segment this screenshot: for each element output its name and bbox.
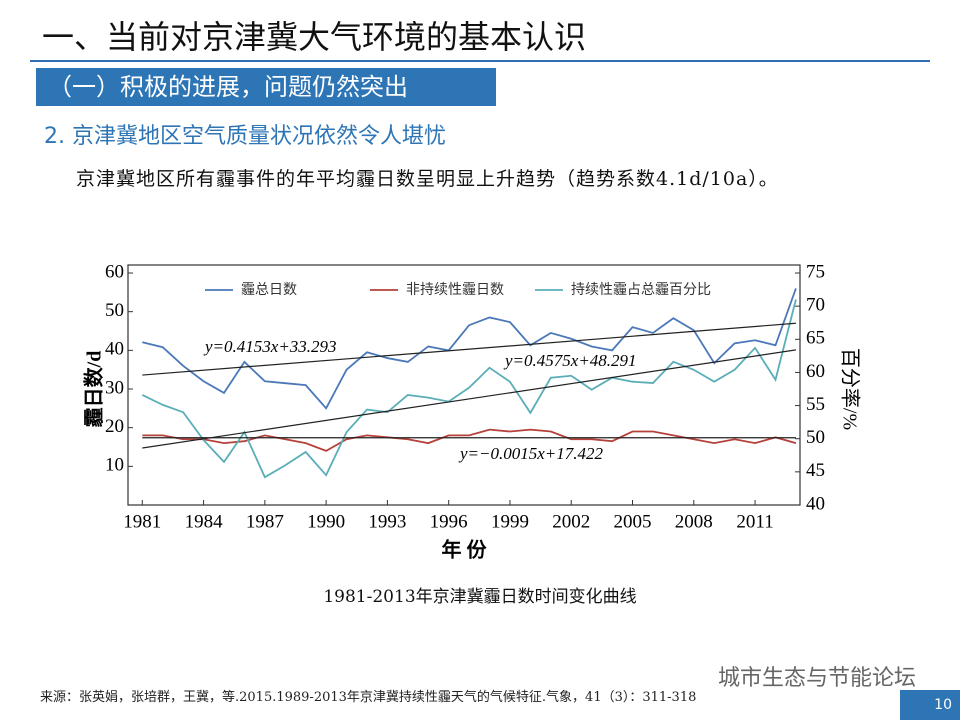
trend-label: y=0.4575x+48.291	[503, 351, 637, 370]
x-tick-label: 1999	[491, 511, 529, 532]
x-tick-label: 2005	[614, 511, 652, 532]
x-tick-label: 1987	[246, 511, 284, 532]
series-line	[142, 288, 797, 410]
y-tick-label: 30	[105, 377, 124, 398]
y2-tick-label: 50	[806, 427, 825, 448]
y2-tick-label: 55	[806, 394, 825, 415]
x-axis-label: 年 份	[442, 538, 488, 562]
legend-label: 持续性霾占总霾百分比	[571, 281, 711, 298]
series-line	[141, 299, 797, 479]
x-tick-label: 2002	[552, 511, 590, 532]
y-tick-label: 10	[105, 455, 124, 476]
trend-line	[142, 349, 797, 449]
x-tick-label: 2008	[675, 511, 713, 532]
x-tick-label: 1990	[307, 511, 345, 532]
y2-tick-label: 60	[806, 361, 825, 382]
slide-title: 一、当前对京津冀大气环境的基本认识	[42, 18, 587, 56]
x-tick-label: 1981	[123, 511, 161, 532]
y2-tick-label: 70	[806, 295, 825, 316]
watermark: 城市生态与节能论坛	[718, 666, 917, 691]
subheading: 2. 京津冀地区空气质量状况依然令人堪忧	[44, 124, 446, 149]
trend-label: y=−0.0015x+17.422	[458, 444, 604, 463]
x-tick-label: 1984	[185, 511, 224, 532]
y2-tick-label: 65	[806, 328, 825, 349]
y2-tick-label: 40	[806, 493, 825, 514]
y-tick-label: 20	[105, 416, 124, 437]
trend-line	[142, 322, 796, 376]
y-tick-label: 40	[105, 339, 124, 360]
y2-tick-label: 75	[806, 261, 825, 282]
legend-label: 非持续性霾日数	[406, 281, 504, 298]
legend-label: 霾总日数	[241, 282, 297, 298]
trend-label: y=0.4153x+33.293	[203, 337, 337, 356]
y2-axis-label: 百分率/%	[838, 348, 861, 430]
y2-tick-label: 45	[806, 460, 825, 481]
section-banner: （一）积极的进展，问题仍然突出	[36, 68, 496, 106]
x-tick-label: 1993	[368, 511, 406, 532]
chart-caption: 1981-2013年京津冀霾日数时间变化曲线	[323, 587, 637, 607]
x-tick-label: 1996	[430, 511, 468, 532]
title-rule	[30, 60, 930, 62]
page-number: 10	[900, 690, 960, 720]
y-axis-label: 霾日数/d	[82, 351, 106, 428]
paragraph: 京津冀地区所有霾事件的年平均霾日数呈明显上升趋势（趋势系数4.1d/10a）。	[76, 168, 779, 190]
source: 来源：张英娟，张培群，王冀，等.2015.1989-2013年京津冀持续性霾天气…	[40, 690, 697, 705]
plot-frame	[127, 264, 801, 506]
y-tick-label: 50	[105, 300, 124, 321]
y-tick-label: 60	[105, 261, 124, 282]
x-tick-label: 2011	[736, 511, 773, 532]
